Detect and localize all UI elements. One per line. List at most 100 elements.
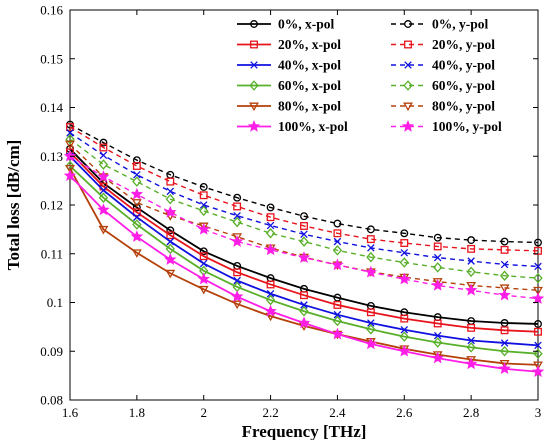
y-tick-label: 0.11 — [41, 246, 63, 261]
data-point — [467, 257, 475, 265]
series-line — [69, 123, 539, 244]
data-point — [197, 222, 210, 235]
data-point — [433, 242, 442, 251]
data-point — [266, 213, 275, 222]
data-point — [533, 361, 543, 371]
data-point — [433, 337, 443, 348]
data-point — [400, 326, 409, 334]
legend-entry: 80%, x-pol — [237, 99, 341, 114]
data-point — [232, 216, 242, 228]
data-point — [531, 365, 545, 377]
data-point — [132, 176, 142, 187]
legend-label: 40%, y-pol — [432, 58, 495, 73]
data-point — [132, 156, 141, 165]
data-point — [333, 300, 342, 309]
data-point — [65, 164, 75, 174]
legend-entry: 60%, y-pol — [391, 78, 495, 93]
legend-marker — [249, 102, 259, 112]
data-point — [66, 129, 74, 137]
data-point — [534, 327, 542, 336]
series-line — [69, 151, 539, 333]
data-point — [332, 315, 343, 327]
series-line — [69, 138, 539, 279]
x-tick-label: 2 — [200, 405, 207, 420]
data-point — [164, 253, 177, 265]
data-point — [233, 202, 242, 211]
legend-entry: 0%, x-pol — [237, 17, 335, 32]
legend-label: 80%, y-pol — [432, 99, 495, 114]
legend-entry: 80%, y-pol — [391, 99, 495, 114]
data-point — [499, 270, 510, 281]
legend-marker — [250, 61, 258, 69]
data-point — [199, 247, 208, 256]
data-point — [366, 235, 375, 244]
series-line — [69, 148, 539, 325]
data-point — [299, 305, 309, 317]
data-point — [331, 258, 344, 271]
legend-marker — [250, 20, 258, 28]
x-tick-label: 1.8 — [129, 405, 145, 420]
data-point — [467, 244, 476, 253]
legend-label: 100%, x-pol — [278, 119, 348, 134]
data-point — [132, 162, 141, 170]
data-point — [431, 278, 444, 291]
data-point — [232, 300, 243, 310]
series-40-y-pol — [66, 129, 542, 271]
data-point — [467, 323, 476, 332]
legend-entry: 20%, x-pol — [237, 37, 341, 52]
data-point — [534, 320, 542, 328]
data-point — [98, 159, 109, 170]
data-point — [99, 138, 108, 147]
data-point — [264, 304, 277, 317]
legend-label: 40%, x-pol — [278, 58, 341, 73]
data-point — [300, 301, 308, 309]
data-point — [266, 280, 275, 289]
y-tick-label: 0.15 — [40, 51, 63, 66]
legend-label: 60%, x-pol — [278, 78, 341, 93]
data-point — [366, 324, 376, 335]
series-100-x-pol — [63, 169, 545, 377]
data-point — [131, 199, 142, 208]
legend-label: 60%, y-pol — [432, 78, 495, 93]
data-point — [99, 186, 108, 195]
data-point — [166, 226, 175, 235]
data-point — [431, 351, 444, 364]
data-point — [199, 201, 208, 209]
y-axis-ticks: 0.08 0.09 0.1 0.11 0.12 0.13 0.14 0.15 0.16 — [40, 3, 538, 408]
data-point — [300, 291, 308, 300]
legend-marker — [404, 20, 412, 28]
data-point — [166, 177, 175, 186]
legend-label: 0%, x-pol — [278, 17, 335, 32]
data-point — [534, 238, 542, 247]
y-tick-label: 0.16 — [40, 3, 63, 18]
data-point — [367, 319, 375, 327]
legend-label: 80%, x-pol — [278, 99, 341, 114]
data-point — [199, 183, 208, 191]
data-point — [364, 265, 378, 278]
data-point — [366, 251, 376, 263]
data-point — [498, 288, 511, 301]
legend-entry: 40%, x-pol — [237, 58, 341, 73]
data-point — [297, 251, 311, 263]
data-point — [400, 229, 409, 238]
data-point — [233, 211, 241, 220]
data-point — [333, 293, 342, 302]
data-point — [331, 327, 344, 340]
data-point — [332, 245, 343, 256]
data-point — [398, 272, 411, 285]
x-axis-ticks: 1.6 1.8 2 2.2 2.4 2.6 2.8 3 — [62, 10, 541, 420]
x-tick-label: 1.6 — [62, 405, 79, 420]
data-point — [166, 231, 175, 240]
y-tick-label: 0.13 — [40, 149, 63, 164]
data-point — [133, 213, 141, 221]
legend-entry: 100%, y-pol — [391, 119, 502, 134]
data-point — [199, 205, 209, 217]
data-point — [132, 219, 142, 230]
data-point — [398, 344, 411, 357]
data-point — [164, 205, 177, 218]
data-point — [499, 284, 510, 293]
y-tick-label: 0.09 — [40, 344, 63, 359]
data-point — [534, 341, 542, 350]
data-point — [466, 356, 477, 365]
legend-label: 20%, y-pol — [432, 37, 495, 52]
